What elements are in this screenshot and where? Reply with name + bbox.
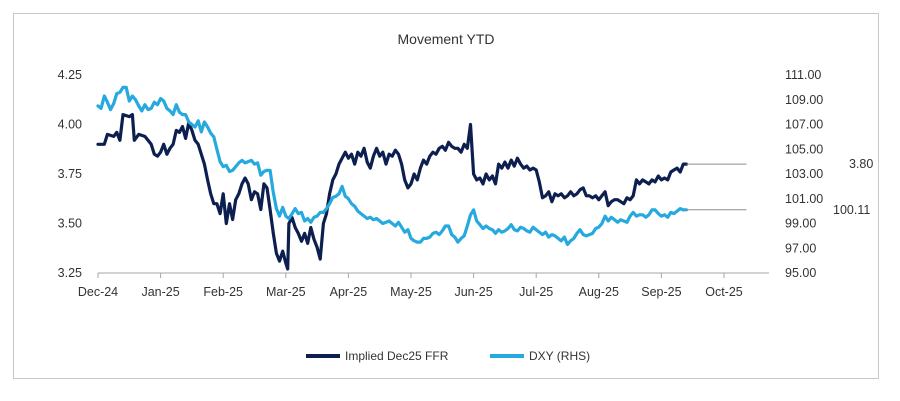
chart-axes: Dec-24 Jan-25 Feb-25 Mar-25 Apr-25 May-25 Jun-… — [58, 68, 824, 299]
series-layer — [96, 85, 688, 271]
x-tick-label: Mar-25 — [266, 285, 306, 299]
x-tick-label: Jan-25 — [141, 285, 179, 299]
chart-legend: Implied Dec25 FFR DXY (RHS) — [306, 349, 590, 363]
y-left-tick-label: 3.25 — [58, 266, 82, 280]
x-tick-label: Oct-25 — [705, 285, 743, 299]
x-tick-label: Jul-25 — [519, 285, 553, 299]
end-value-label-dxy: 100.11 — [833, 203, 870, 217]
y-right-tick-label: 95.00 — [785, 266, 816, 280]
y-left-tick-label: 4.00 — [58, 118, 82, 132]
x-tick-label: Dec-24 — [78, 285, 118, 299]
end-labels: 3.80 100.11 — [686, 157, 873, 217]
y-right-tick-label: 101.00 — [785, 192, 823, 206]
legend-label-ffr: Implied Dec25 FFR — [345, 349, 449, 363]
chart-title: Movement YTD — [398, 31, 495, 47]
y-right-tick-label: 109.00 — [785, 93, 823, 107]
y-right-tick-label: 111.00 — [785, 68, 821, 82]
x-tick-label: Jun-25 — [454, 285, 492, 299]
y-right-tick-label: 103.00 — [785, 167, 823, 181]
y-left-tick-label: 3.75 — [58, 167, 82, 181]
y-right-tick-label: 107.00 — [785, 118, 823, 132]
legend-label-dxy: DXY (RHS) — [529, 349, 590, 363]
chart-svg: Movement YTD Dec-24 Jan-25 Feb-25 Mar-25 Apr… — [58, 31, 874, 363]
y-left-tick-label: 4.25 — [58, 68, 82, 82]
y-right-tick-label: 99.00 — [785, 217, 816, 231]
y-right-tick-label: 105.00 — [785, 142, 823, 156]
series-line-ffr — [96, 113, 688, 271]
x-tick-label: Aug-25 — [579, 285, 619, 299]
x-tick-label: Sep-25 — [641, 285, 681, 299]
chart-frame: Movement YTD Dec-24 Jan-25 Feb-25 Mar-25 Apr… — [13, 13, 879, 379]
series-line-dxy — [96, 85, 688, 247]
y-left-tick-label: 3.50 — [58, 217, 82, 231]
x-tick-label: May-25 — [390, 285, 432, 299]
end-value-label-ffr: 3.80 — [849, 157, 873, 171]
x-tick-label: Feb-25 — [203, 285, 243, 299]
y-right-tick-label: 97.00 — [785, 241, 816, 255]
x-tick-label: Apr-25 — [330, 285, 368, 299]
